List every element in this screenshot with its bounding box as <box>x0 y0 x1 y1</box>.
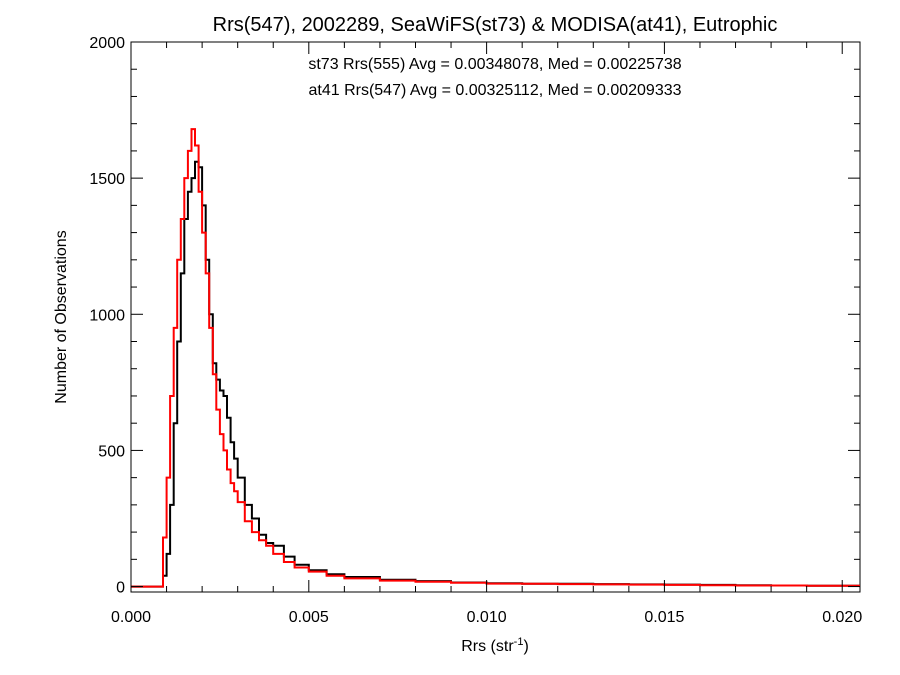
x-tick-label: 0.015 <box>644 609 684 626</box>
x-tick-label: 0.020 <box>822 609 862 626</box>
y-tick-label: 0 <box>116 580 125 597</box>
x-axis-label-close: ) <box>523 638 528 655</box>
annotation-st73: st73 Rrs(555) Avg = 0.00348078, Med = 0.… <box>308 56 681 73</box>
x-tick-label: 0.005 <box>289 609 329 626</box>
y-tick-label: 500 <box>98 443 125 460</box>
axis-ticks: 0.000 0.005 0.010 0.015 0.020 0 500 1000 1500 200… <box>89 35 862 626</box>
histogram-series-1 <box>131 128 860 588</box>
y-axis-label: Number of Observations <box>53 230 70 403</box>
x-axis-label: Rrs (str-1) <box>461 636 529 655</box>
x-axis-label-superscript: -1 <box>514 636 524 648</box>
histogram-series-0 <box>131 160 860 588</box>
chart-title: Rrs(547), 2002289, SeaWiFS(st73) & MODIS… <box>213 14 778 36</box>
annotation-at41: at41 Rrs(547) Avg = 0.00325112, Med = 0.… <box>308 82 681 99</box>
y-tick-label: 1500 <box>89 171 125 188</box>
plot-frame <box>130 41 861 593</box>
y-tick-label: 1000 <box>89 307 125 324</box>
x-axis-label-main: Rrs (str <box>461 638 514 655</box>
y-tick-label: 2000 <box>89 35 125 52</box>
x-tick-label: 0.000 <box>111 609 151 626</box>
x-tick-label: 0.010 <box>467 609 507 626</box>
series-layer <box>131 128 860 588</box>
